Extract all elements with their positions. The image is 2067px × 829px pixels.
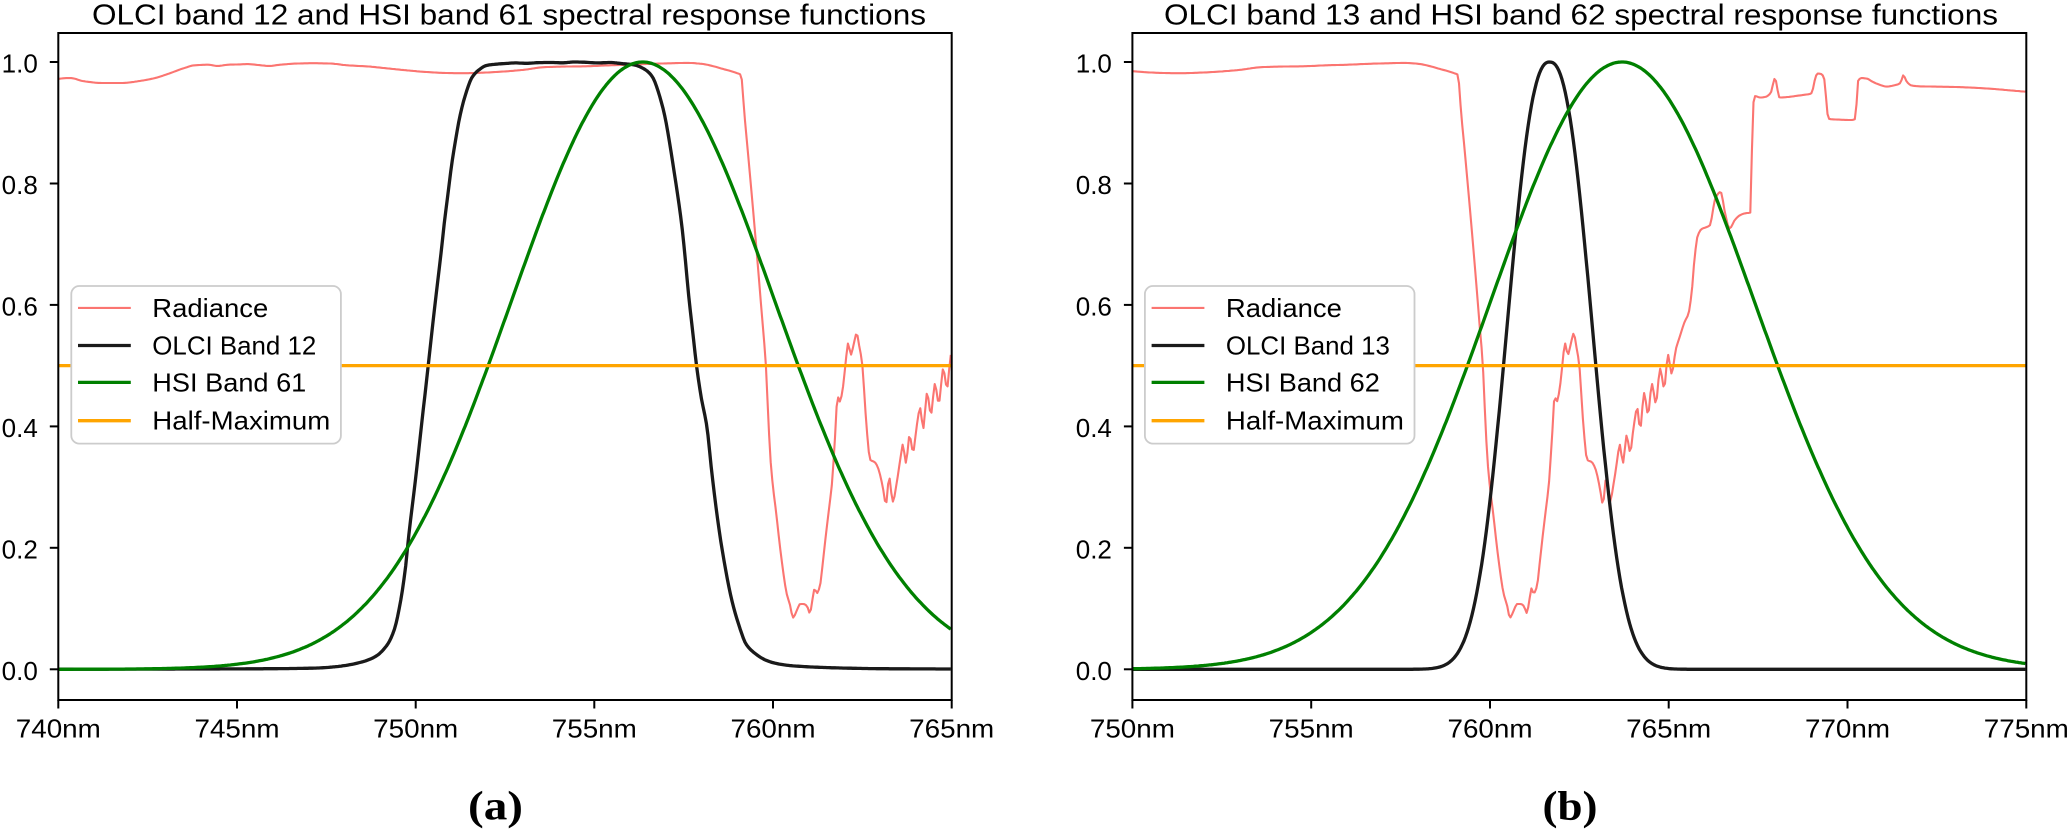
svg-text:765nm: 765nm (1626, 714, 1711, 744)
svg-text:0.4: 0.4 (2, 413, 38, 443)
svg-text:HSI Band 61: HSI Band 61 (152, 367, 306, 397)
svg-text:1.0: 1.0 (1076, 49, 1112, 79)
svg-text:0.6: 0.6 (2, 292, 38, 322)
svg-text:0.0: 0.0 (2, 656, 38, 686)
svg-text:0.2: 0.2 (1076, 534, 1112, 564)
svg-text:Radiance: Radiance (1226, 293, 1342, 323)
svg-text:0.8: 0.8 (1076, 170, 1112, 200)
svg-text:750nm: 750nm (373, 714, 458, 744)
svg-text:Radiance: Radiance (152, 293, 268, 323)
svg-text:760nm: 760nm (731, 714, 816, 744)
svg-text:(b): (b) (1543, 783, 1598, 829)
svg-text:765nm: 765nm (909, 714, 994, 744)
svg-text:1.0: 1.0 (2, 49, 38, 79)
svg-text:Half-Maximum: Half-Maximum (152, 406, 330, 436)
svg-text:OLCI Band 13: OLCI Band 13 (1226, 331, 1390, 361)
svg-text:750nm: 750nm (1090, 714, 1175, 744)
svg-text:OLCI Band 12: OLCI Band 12 (152, 331, 316, 361)
svg-text:775nm: 775nm (1984, 714, 2067, 744)
svg-text:770nm: 770nm (1805, 714, 1890, 744)
svg-text:(a): (a) (468, 783, 523, 829)
svg-text:OLCI band 13 and HSI band 62 s: OLCI band 13 and HSI band 62 spectral re… (1164, 0, 1998, 32)
svg-text:0.4: 0.4 (1076, 413, 1112, 443)
svg-text:HSI Band 62: HSI Band 62 (1226, 367, 1380, 397)
svg-text:760nm: 760nm (1448, 714, 1533, 744)
svg-text:0.2: 0.2 (2, 534, 38, 564)
svg-text:755nm: 755nm (552, 714, 637, 744)
svg-text:OLCI band 12 and HSI band 61 s: OLCI band 12 and HSI band 61 spectral re… (92, 0, 926, 32)
svg-text:740nm: 740nm (16, 714, 101, 744)
svg-text:0.6: 0.6 (1076, 292, 1112, 322)
svg-text:0.0: 0.0 (1076, 656, 1112, 686)
svg-text:755nm: 755nm (1269, 714, 1354, 744)
svg-text:0.8: 0.8 (2, 170, 38, 200)
svg-text:745nm: 745nm (195, 714, 280, 744)
svg-text:Half-Maximum: Half-Maximum (1226, 406, 1404, 436)
